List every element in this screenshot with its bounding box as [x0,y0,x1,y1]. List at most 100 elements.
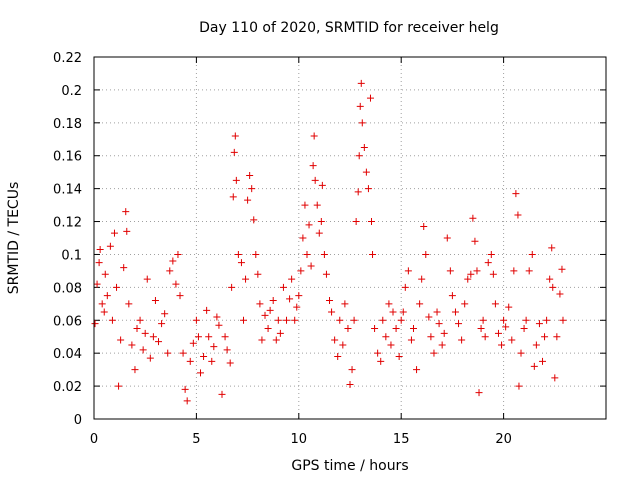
data-point [471,237,479,245]
data-point [461,300,469,308]
data-point [248,185,256,193]
data-point [467,270,475,278]
data-point [371,325,379,332]
data-point [328,308,336,316]
data-point [336,316,344,324]
data-point [339,341,347,349]
data-point [549,283,557,291]
data-point [205,333,213,341]
data-point [244,196,252,204]
data-point [420,222,428,230]
x-tick-label: 15 [393,432,410,447]
grid [94,57,606,419]
data-point [133,325,141,332]
data-point [215,321,223,329]
data-point [117,336,125,344]
data-point [528,250,536,258]
data-point [473,267,481,275]
data-point [223,346,231,354]
data-point [446,267,454,275]
data-point [489,270,497,278]
data-point [348,366,356,374]
data-point [510,267,518,275]
data-point [136,316,144,324]
data-point [427,333,435,341]
x-tick-label: 10 [291,432,308,447]
data-point [149,333,157,341]
data-point [115,382,123,390]
data-point [397,316,405,324]
data-point [350,316,358,324]
data-point [252,250,260,258]
data-point [123,227,131,235]
data-point [364,185,372,193]
data-point [334,352,342,360]
y-tick-label: 0.14 [53,183,82,198]
data-point [455,320,463,328]
y-tick-label: 0.18 [53,117,82,132]
data-point [113,283,121,291]
y-tick-label: 0.12 [53,216,82,231]
data-point [291,316,299,324]
data-point [392,325,400,332]
data-point [500,316,508,324]
data-point [366,94,374,102]
data-point [213,313,221,321]
data-point [494,329,502,337]
data-point [166,267,174,275]
data-point [331,336,339,344]
data-point [122,208,130,216]
data-point [186,357,194,365]
data-point [258,336,266,344]
data-point [232,176,240,184]
y-tick-label: 0.1 [61,248,82,263]
data-point [286,295,294,303]
y-tick-label: 0.02 [53,380,82,395]
data-point [535,320,543,328]
data-point [320,250,328,258]
chart-title: Day 110 of 2020, SRMTID for receiver hel… [199,20,499,36]
data-point [305,221,313,229]
data-point [422,250,430,258]
data-point [276,329,284,337]
x-tick-label: 20 [495,432,512,447]
data-point [218,390,226,398]
data-point [541,333,549,341]
data-point [387,341,395,349]
data-point [261,311,269,319]
data-point [318,181,326,189]
data-point [91,320,99,328]
data-point [368,218,376,226]
data-point [303,250,311,258]
y-tick-label: 0.16 [53,150,82,165]
data-point [230,148,238,156]
data-point [317,218,325,226]
data-point [362,168,370,176]
data-point [543,316,551,324]
data-point [181,385,189,393]
data-point [539,357,547,365]
data-point [382,333,390,341]
data-point [309,162,317,170]
data-point [377,357,385,365]
data-point [401,283,409,291]
data-point [517,349,525,357]
data-point [413,366,421,374]
data-point [174,250,182,258]
data-point [307,262,315,270]
data-point [93,280,101,288]
data-point [491,300,499,308]
data-point [344,325,352,332]
data-point [264,325,272,332]
plot-frame [93,56,607,420]
data-point [301,201,309,209]
data-point [310,132,318,140]
data-point [481,333,489,341]
data-point [443,234,451,242]
data-point [326,297,334,305]
data-point [229,193,237,201]
data-point [196,369,204,377]
data-point [418,275,426,283]
data-point [407,336,415,344]
data-point [556,290,564,298]
